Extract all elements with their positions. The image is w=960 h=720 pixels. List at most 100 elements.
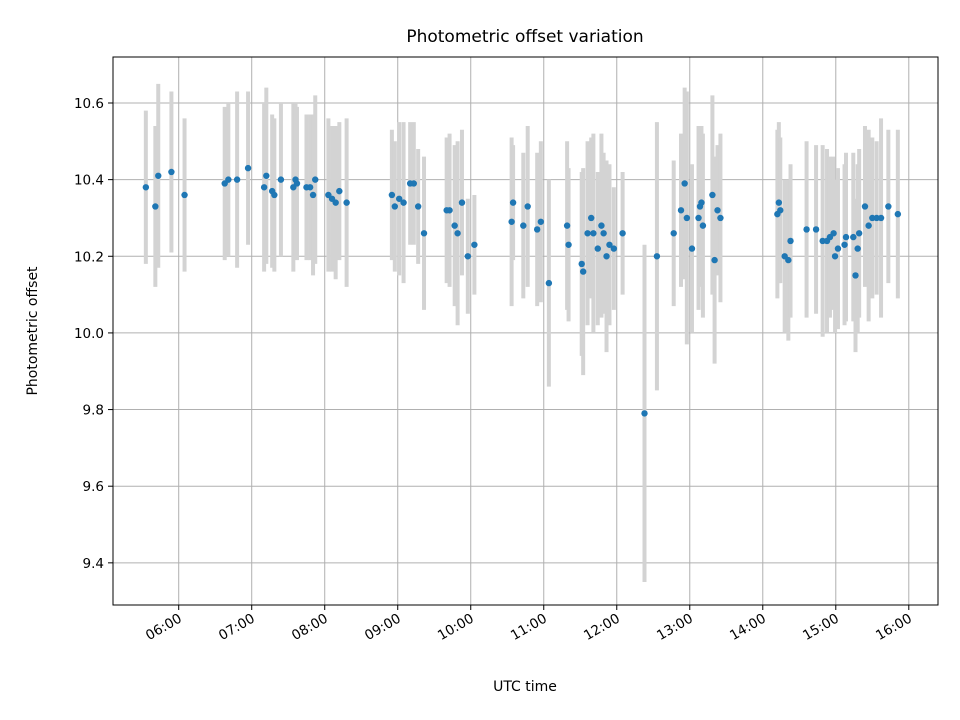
data-point — [400, 199, 407, 206]
data-point — [695, 214, 702, 222]
data-point — [653, 253, 661, 260]
chart-title: Photometric offset variation — [406, 27, 643, 47]
data-point — [885, 203, 892, 210]
data-point — [850, 233, 857, 241]
y-axis-ticks: 9.4 9.6 9.8 10.0 10.2 10.4 10.6 — [74, 96, 113, 572]
data-point — [414, 203, 422, 210]
x-axis-label: UTC time — [493, 679, 557, 695]
data-point — [309, 191, 317, 199]
data-point — [855, 230, 863, 237]
data-point — [508, 218, 515, 225]
data-point — [293, 180, 301, 187]
data-point — [683, 214, 691, 222]
data-point — [865, 222, 872, 229]
data-point — [509, 199, 517, 206]
data-point — [233, 176, 241, 183]
data-point — [277, 176, 285, 183]
data-point — [841, 241, 848, 248]
data-point — [545, 279, 553, 287]
data-point — [681, 180, 688, 187]
data-point — [263, 172, 270, 179]
y-tick-label: 9.6 — [83, 479, 104, 495]
data-point — [861, 203, 869, 210]
data-point — [181, 191, 188, 199]
data-point — [520, 222, 527, 229]
data-point — [785, 256, 792, 264]
data-point — [842, 233, 850, 241]
data-point — [588, 214, 595, 222]
y-tick-label: 10.4 — [74, 173, 104, 189]
data-point — [306, 184, 314, 191]
y-tick-label: 10.2 — [74, 249, 104, 265]
data-point — [600, 230, 607, 237]
data-point — [225, 176, 232, 183]
data-point — [688, 245, 696, 252]
data-point — [533, 226, 541, 233]
data-point — [590, 230, 597, 237]
data-point — [343, 199, 350, 206]
data-point — [388, 191, 396, 199]
data-point — [819, 237, 826, 245]
data-point — [777, 207, 784, 214]
data-point — [458, 199, 466, 206]
data-point — [271, 191, 278, 199]
data-point — [873, 214, 880, 222]
data-point — [698, 199, 705, 206]
data-point — [803, 226, 810, 233]
data-point — [869, 214, 876, 222]
y-axis-label: Photometric offset — [25, 266, 41, 396]
data-point — [598, 222, 605, 229]
y-tick-label: 9.8 — [83, 403, 104, 419]
data-point — [610, 245, 618, 252]
y-tick-label: 10.6 — [74, 96, 104, 112]
data-point — [155, 172, 162, 179]
data-point — [578, 260, 585, 268]
data-point — [168, 168, 175, 176]
y-tick-label: 9.4 — [83, 556, 104, 572]
data-point — [834, 245, 842, 252]
data-point — [775, 199, 783, 206]
data-point — [709, 191, 716, 199]
data-points — [142, 164, 902, 417]
data-point — [787, 237, 794, 245]
data-point — [677, 207, 685, 214]
data-point — [524, 203, 531, 210]
data-point — [410, 180, 417, 187]
data-point — [717, 214, 724, 222]
data-point — [471, 241, 478, 248]
data-point — [854, 245, 861, 252]
data-point — [641, 410, 648, 417]
data-point — [332, 199, 339, 206]
data-point — [142, 184, 150, 191]
data-point — [606, 241, 613, 248]
data-point — [446, 207, 453, 214]
data-point — [594, 245, 601, 252]
data-point — [579, 268, 587, 275]
data-point — [395, 195, 403, 202]
data-point — [454, 230, 461, 237]
data-point — [420, 230, 428, 237]
data-point — [812, 226, 820, 233]
data-point — [852, 272, 859, 279]
data-point — [451, 222, 458, 229]
data-point — [244, 164, 252, 172]
data-point — [714, 207, 721, 214]
data-point — [336, 187, 343, 195]
data-point — [584, 230, 591, 237]
data-point — [312, 176, 319, 183]
data-point — [603, 253, 610, 260]
data-point — [711, 256, 718, 264]
data-point — [699, 222, 707, 229]
grid-lines — [113, 57, 938, 605]
data-point — [830, 230, 837, 237]
data-point — [563, 222, 571, 229]
data-point — [260, 184, 268, 191]
data-point — [894, 210, 902, 218]
data-point — [565, 241, 572, 248]
data-point — [537, 218, 545, 225]
data-point — [831, 253, 839, 260]
plot-area-frame — [112, 56, 939, 606]
data-point — [670, 230, 677, 237]
